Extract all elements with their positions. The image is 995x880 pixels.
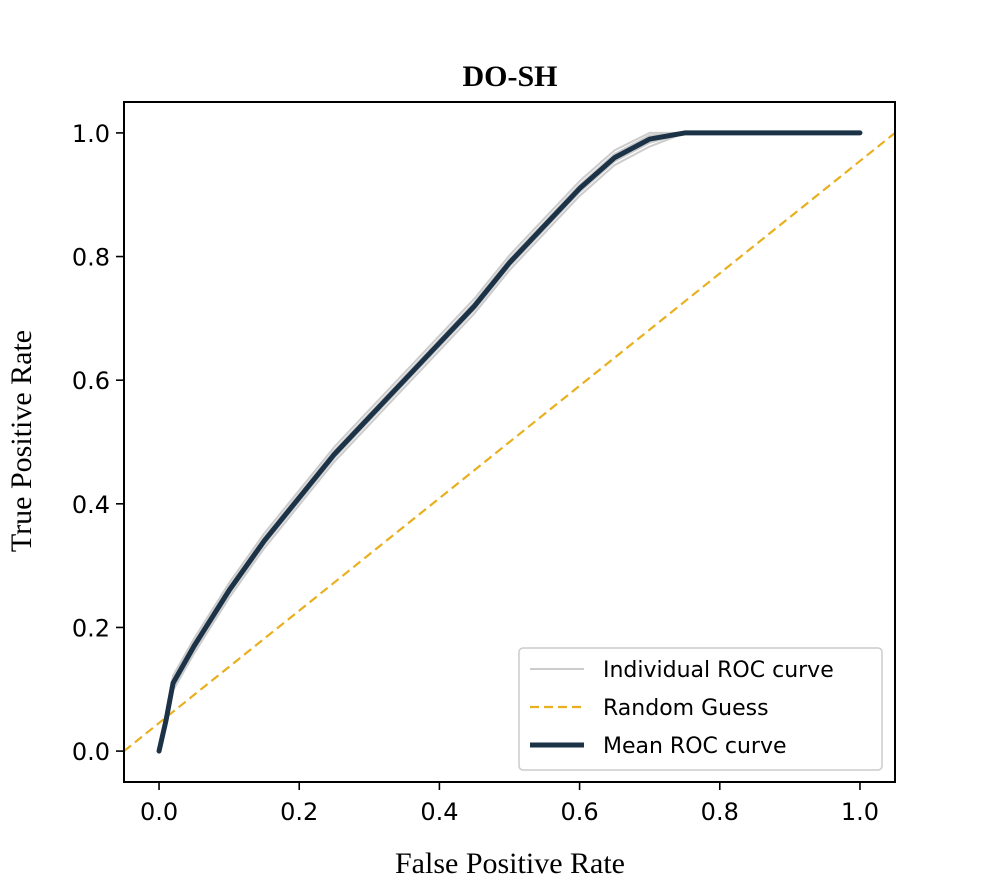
random-guess-line — [124, 132, 895, 752]
y-tick-label: 0.8 — [72, 244, 110, 272]
legend-box — [518, 647, 883, 771]
y-tick-label: 0.6 — [72, 367, 110, 395]
mean-roc-curve — [156, 130, 863, 754]
axes-frame — [123, 101, 896, 783]
x-tick-label: 1.0 — [841, 798, 879, 826]
x-axis-label: False Positive Rate — [395, 847, 625, 880]
legend-random-guess-label: Random Guess — [603, 696, 769, 721]
chart-title: DO-SH — [462, 60, 557, 93]
x-tick-label: 0.2 — [280, 798, 318, 826]
legend: Individual ROC curve Random Guess Mean ROC… — [518, 647, 883, 771]
y-tick-label: 0.2 — [72, 614, 110, 642]
y-axis-label: True Positive Rate — [5, 330, 38, 552]
plot-area — [124, 130, 895, 754]
y-tick-label: 0.0 — [72, 738, 110, 766]
x-tick-label: 0.4 — [420, 798, 458, 826]
legend-mean-roc-label: Mean ROC curve — [603, 734, 787, 759]
x-tick-label: 0.0 — [140, 798, 178, 826]
x-tick-label: 0.8 — [701, 798, 739, 826]
y-tick-label: 0.4 — [72, 491, 110, 519]
x-tick-label: 0.6 — [561, 798, 599, 826]
axis-ticks: 0.0 0.2 0.4 0.6 0.8 1.0 0.0 0.2 0.4 0.6 0.8 1.0 — [72, 120, 879, 826]
y-tick-label: 1.0 — [72, 120, 110, 148]
legend-individual-roc-label: Individual ROC curve — [603, 658, 834, 683]
